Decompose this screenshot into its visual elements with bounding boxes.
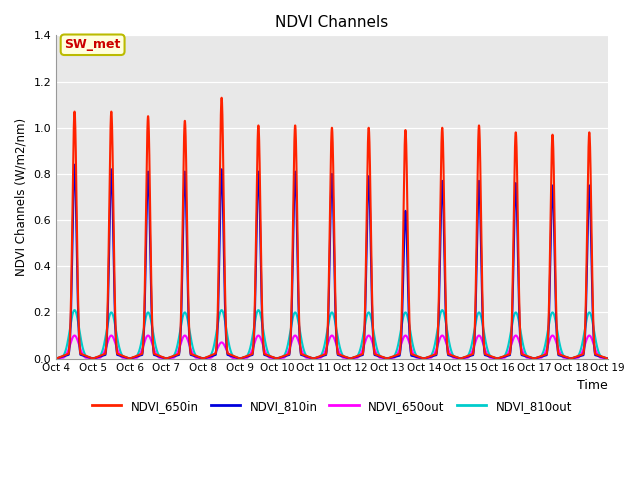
NDVI_650in <box>254 138 262 144</box>
NDVI_810out <box>596 352 604 358</box>
NDVI_810in <box>254 181 262 187</box>
X-axis label: Time: Time <box>577 379 608 392</box>
NDVI_650in <box>295 317 303 323</box>
NDVI_650out <box>70 333 78 338</box>
NDVI_810in <box>74 281 81 287</box>
NDVI_650out <box>478 338 486 344</box>
NDVI_810in <box>52 356 60 361</box>
NDVI_810out <box>557 347 565 352</box>
NDVI_650out <box>557 351 564 357</box>
NDVI_810out <box>52 356 60 361</box>
Line: NDVI_650out: NDVI_650out <box>56 336 608 359</box>
Title: NDVI Channels: NDVI Channels <box>275 15 388 30</box>
NDVI_650out <box>444 344 451 350</box>
NDVI_650in <box>143 167 150 173</box>
Line: NDVI_810out: NDVI_810out <box>56 310 608 359</box>
Legend: NDVI_650in, NDVI_810in, NDVI_650out, NDVI_810out: NDVI_650in, NDVI_810in, NDVI_650out, NDV… <box>87 395 577 417</box>
Line: NDVI_810in: NDVI_810in <box>56 165 608 359</box>
NDVI_810in <box>604 356 612 361</box>
NDVI_810out <box>604 356 612 361</box>
Line: NDVI_650in: NDVI_650in <box>56 98 608 359</box>
NDVI_810in <box>143 204 150 210</box>
NDVI_810out <box>70 307 78 313</box>
NDVI_810out <box>479 320 486 326</box>
NDVI_650in <box>218 95 225 101</box>
NDVI_650out <box>595 354 603 360</box>
NDVI_650in <box>52 356 60 361</box>
NDVI_650out <box>604 356 612 361</box>
NDVI_810in <box>400 240 408 246</box>
NDVI_650in <box>400 178 408 183</box>
NDVI_650out <box>171 354 179 360</box>
NDVI_810out <box>444 331 452 337</box>
NDVI_650out <box>296 341 303 347</box>
NDVI_650in <box>253 160 261 166</box>
NDVI_810in <box>70 162 78 168</box>
NDVI_650out <box>52 356 60 361</box>
NDVI_650in <box>604 356 612 361</box>
NDVI_810in <box>253 199 261 204</box>
NDVI_810out <box>296 327 303 333</box>
Y-axis label: NDVI Channels (W/m2/nm): NDVI Channels (W/m2/nm) <box>15 118 28 276</box>
NDVI_810out <box>170 352 178 358</box>
NDVI_810in <box>295 324 303 330</box>
NDVI_650in <box>74 253 81 259</box>
Text: SW_met: SW_met <box>65 38 121 51</box>
